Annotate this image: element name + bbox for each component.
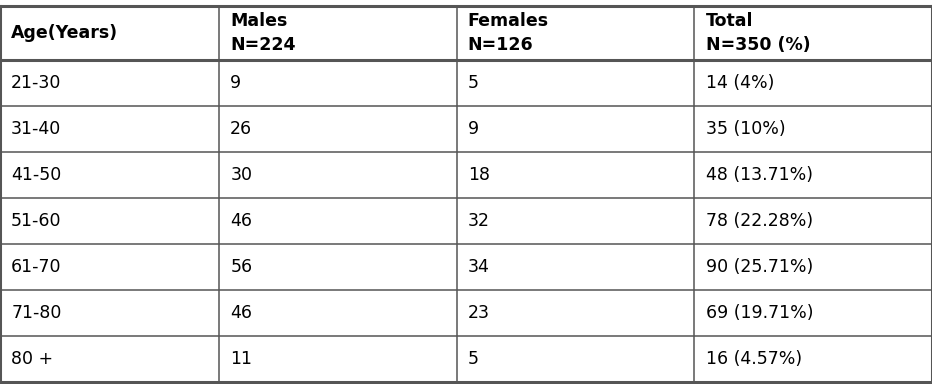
Text: 16 (4.57%): 16 (4.57%) <box>706 350 802 368</box>
Text: 80 +: 80 + <box>11 350 53 368</box>
Text: 51-60: 51-60 <box>11 212 62 230</box>
Text: Age(Years): Age(Years) <box>11 24 118 42</box>
Text: 32: 32 <box>468 212 490 230</box>
Text: 56: 56 <box>230 258 253 276</box>
Text: 5: 5 <box>468 74 479 92</box>
Text: 14 (4%): 14 (4%) <box>706 74 774 92</box>
Text: 34: 34 <box>468 258 489 276</box>
Text: 78 (22.28%): 78 (22.28%) <box>706 212 813 230</box>
Text: 26: 26 <box>230 120 253 138</box>
Text: 31-40: 31-40 <box>11 120 62 138</box>
Text: 5: 5 <box>468 350 479 368</box>
Text: Total
N=350 (%): Total N=350 (%) <box>706 12 810 54</box>
Text: 61-70: 61-70 <box>11 258 62 276</box>
Text: 46: 46 <box>230 304 253 322</box>
Text: 9: 9 <box>468 120 479 138</box>
Text: 41-50: 41-50 <box>11 166 62 184</box>
Text: Males
N=224: Males N=224 <box>230 12 295 54</box>
Text: 11: 11 <box>230 350 253 368</box>
Text: 71-80: 71-80 <box>11 304 62 322</box>
Text: 21-30: 21-30 <box>11 74 62 92</box>
Text: 46: 46 <box>230 212 253 230</box>
Text: 9: 9 <box>230 74 241 92</box>
Text: 69 (19.71%): 69 (19.71%) <box>706 304 813 322</box>
Text: 23: 23 <box>468 304 490 322</box>
Text: 35 (10%): 35 (10%) <box>706 120 785 138</box>
Text: Females
N=126: Females N=126 <box>468 12 549 54</box>
Text: 90 (25.71%): 90 (25.71%) <box>706 258 813 276</box>
Text: 30: 30 <box>230 166 253 184</box>
Text: 18: 18 <box>468 166 490 184</box>
Text: 48 (13.71%): 48 (13.71%) <box>706 166 813 184</box>
